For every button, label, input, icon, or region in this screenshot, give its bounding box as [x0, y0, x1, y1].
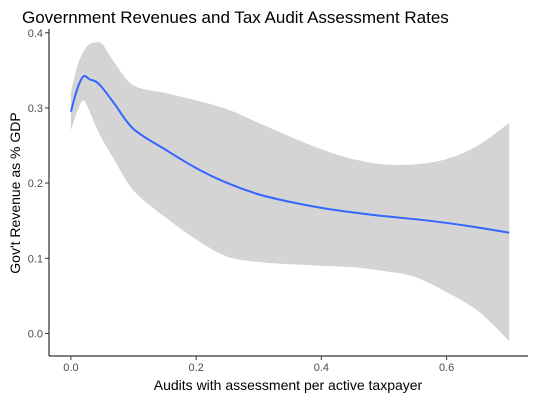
y-tick-label: 0.1: [28, 253, 43, 265]
fit-line: [69, 74, 510, 234]
chart-title: Government Revenues and Tax Audit Assess…: [22, 8, 449, 27]
y-tick-label: 0.4: [28, 28, 43, 40]
confidence-band: [70, 42, 510, 341]
y-axis-title: Gov't Revenue as % GDP: [7, 112, 23, 273]
x-tick-label: 0.2: [188, 362, 203, 374]
x-tick-label: 0.4: [314, 362, 329, 374]
y-tick-label: 0.2: [28, 178, 43, 190]
y-tick-label: 0.3: [28, 103, 43, 115]
x-tick-layer: 0.0 0.2 0.4 0.6: [63, 356, 454, 374]
x-tick-label: 0.0: [63, 362, 78, 374]
y-tick-layer: 0.0 0.1 0.2 0.3 0.4: [28, 28, 49, 340]
x-tick-label: 0.6: [439, 362, 454, 374]
fit-line-layer: [69, 74, 510, 234]
confidence-band-layer: [70, 42, 510, 341]
y-tick-label: 0.0: [28, 328, 43, 340]
x-axis-title: Audits with assessment per active taxpay…: [154, 377, 423, 393]
